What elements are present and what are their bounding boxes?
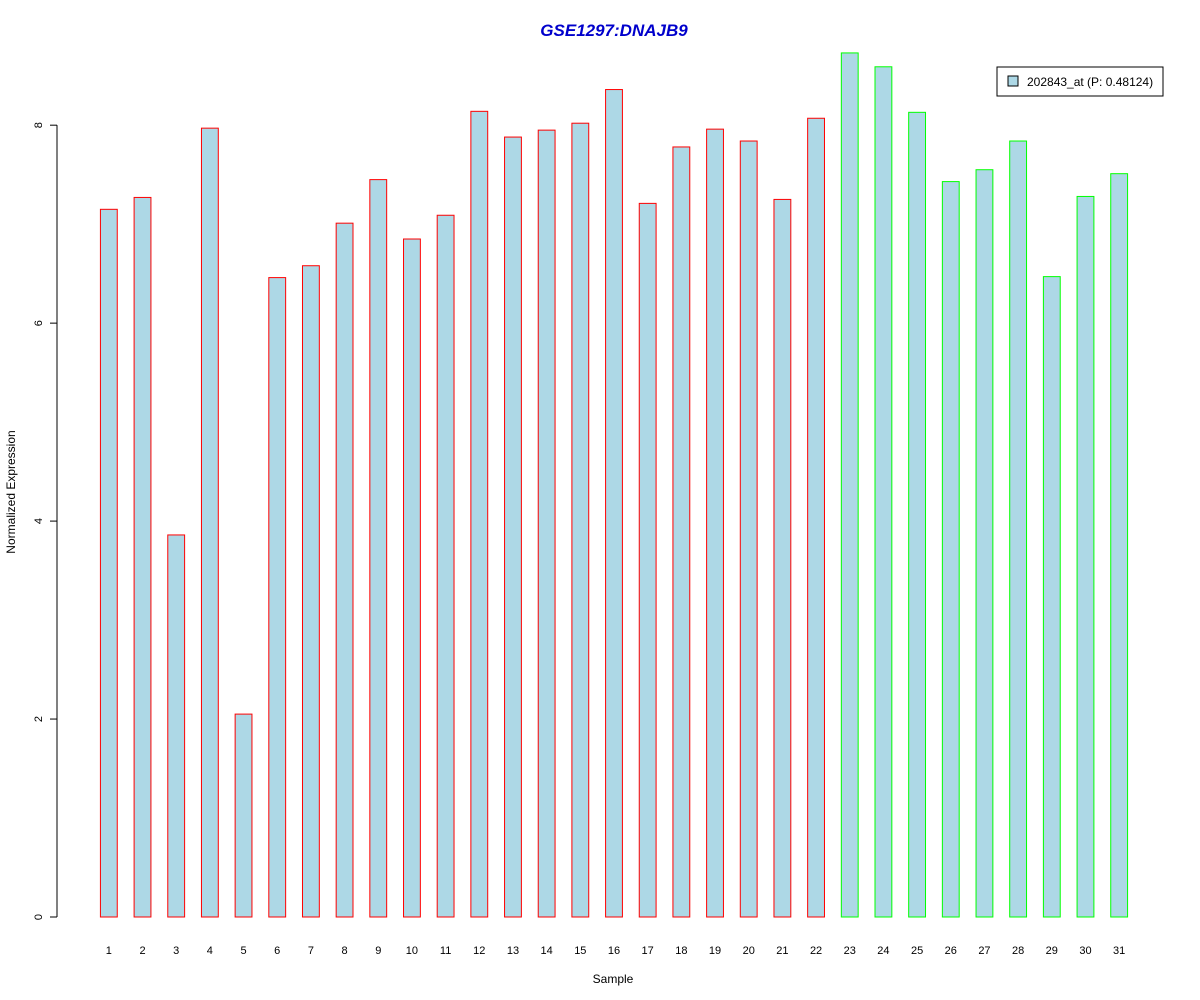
- y-tick-label: 4: [33, 518, 45, 524]
- x-tick-label: 18: [675, 945, 687, 957]
- x-tick-label: 27: [978, 945, 990, 957]
- bar-sample-19: [706, 128, 724, 918]
- bar-sample-15: [571, 122, 590, 918]
- x-tick-label: 11: [440, 945, 451, 957]
- x-tick-label: 26: [945, 945, 957, 957]
- bar-sample-6: [268, 277, 287, 918]
- bar-sample-17: [638, 202, 657, 918]
- bar-sample-20: [739, 140, 758, 918]
- x-tick-label: 6: [274, 945, 280, 957]
- bar-sample-7: [301, 265, 320, 918]
- bar-sample-25: [908, 111, 927, 918]
- bar-sample-12: [470, 110, 489, 918]
- x-tick-labels: 1 2 3 4 5 6 7 8 9 10 11 12 13 14 15 16 17 18 19 20 21 22 23 24 2…: [106, 945, 1126, 957]
- bar-sample-5: [234, 713, 253, 918]
- bar-sample-24: [874, 66, 893, 918]
- y-tick-label: 0: [33, 914, 45, 920]
- bar-sample-27: [975, 169, 994, 918]
- x-tick-label: 31: [1113, 945, 1125, 957]
- bar-sample-9: [369, 179, 388, 918]
- y-axis: 0 2 4 6 8: [33, 122, 58, 920]
- legend-box: [996, 66, 1164, 97]
- x-tick-label: 20: [743, 945, 755, 957]
- x-tick-label: 4: [207, 945, 213, 957]
- x-tick-label: 24: [877, 945, 889, 957]
- x-tick-label: 13: [507, 945, 519, 957]
- bar-sample-23: [840, 52, 859, 918]
- x-tick-label: 3: [173, 945, 179, 957]
- bar-sample-18: [672, 146, 691, 918]
- x-tick-label: 16: [608, 945, 620, 957]
- x-tick-label: 22: [810, 945, 822, 957]
- bar-sample-31: [1110, 173, 1129, 918]
- x-tick-label: 9: [375, 945, 381, 957]
- bar-sample-11: [436, 214, 455, 918]
- x-tick-label: 15: [574, 945, 586, 957]
- y-tick-label: 2: [33, 716, 45, 722]
- x-tick-label: 29: [1046, 945, 1058, 957]
- bar-sample-1: [99, 208, 118, 918]
- x-tick-label: 12: [473, 945, 485, 957]
- bar-sample-21: [773, 198, 792, 918]
- x-tick-label: 14: [541, 945, 553, 957]
- chart-title: GSE1297:DNAJB9: [540, 21, 688, 40]
- bar-sample-29: [1042, 276, 1061, 918]
- y-axis-label: Normalized Expression: [4, 430, 18, 553]
- x-tick-label: 19: [709, 945, 721, 957]
- legend-swatch: [1007, 75, 1019, 87]
- legend: 202843_at (P: 0.48124): [996, 66, 1164, 97]
- y-tick-label: 8: [33, 122, 45, 128]
- y-tick-label: 6: [33, 320, 45, 326]
- x-tick-label: 5: [240, 945, 246, 957]
- x-tick-label: 8: [342, 945, 348, 957]
- bar-sample-26: [941, 181, 960, 918]
- bar-sample-16: [605, 89, 623, 918]
- x-axis-label: Sample: [593, 972, 634, 986]
- bar-sample-8: [335, 222, 354, 918]
- x-tick-label: 17: [642, 945, 654, 957]
- x-tick-label: 7: [308, 945, 314, 957]
- x-tick-label: 30: [1079, 945, 1091, 957]
- bars: [99, 52, 1129, 918]
- bar-sample-2: [133, 196, 152, 918]
- x-tick-label: 25: [911, 945, 923, 957]
- x-tick-label: 23: [844, 945, 856, 957]
- bar-sample-30: [1076, 195, 1095, 918]
- bar-sample-4: [200, 127, 219, 918]
- bar-sample-22: [807, 117, 825, 918]
- x-tick-label: 21: [776, 945, 788, 957]
- x-tick-label: 28: [1012, 945, 1024, 957]
- bar-sample-3: [167, 534, 186, 918]
- bar-sample-10: [403, 238, 421, 918]
- x-tick-label: 10: [406, 945, 418, 957]
- bar-sample-14: [537, 129, 556, 918]
- x-tick-label: 1: [106, 945, 112, 957]
- bar-sample-13: [504, 136, 522, 918]
- bar-sample-28: [1009, 140, 1028, 918]
- legend-entry: 202843_at (P: 0.48124): [1027, 75, 1153, 89]
- x-tick-label: 2: [139, 945, 145, 957]
